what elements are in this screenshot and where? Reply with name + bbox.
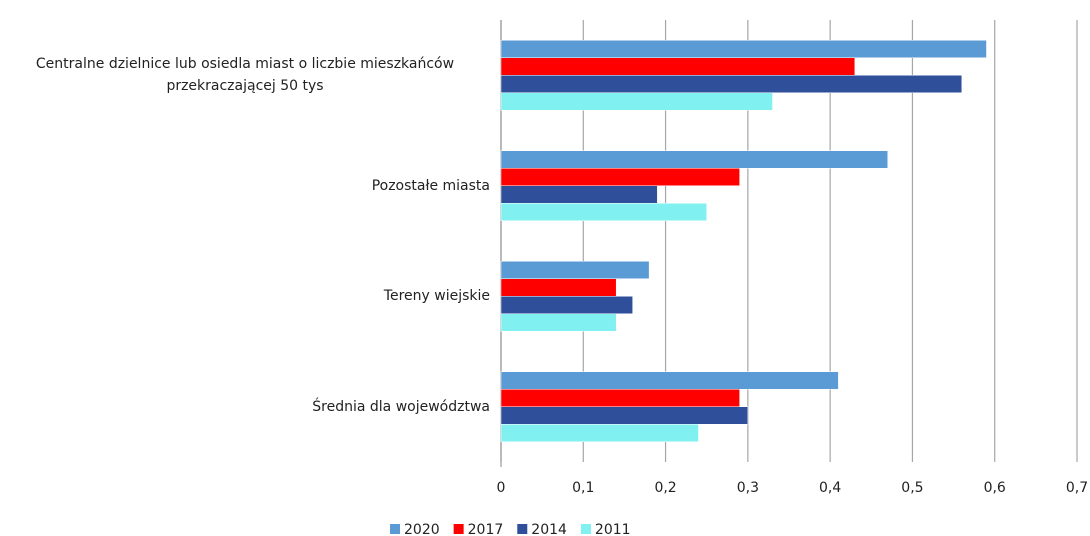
category-text: Pozostałe miasta (371, 177, 490, 194)
x-tick-label: 0,1 (572, 480, 594, 496)
bar (500, 168, 740, 186)
category-text: Centralne dzielnice lub osiedla miast o … (35, 56, 455, 95)
bar (500, 313, 617, 332)
bar (500, 389, 740, 407)
bar (500, 150, 888, 169)
legend-swatch (580, 524, 591, 534)
legend-label: 2014 (531, 522, 567, 536)
category-label: Tereny wiejskie (0, 285, 490, 307)
bar (500, 278, 617, 297)
bar (500, 371, 839, 390)
bar (500, 406, 749, 425)
x-tick-label: 0,5 (901, 480, 923, 496)
x-tick-label: 0,4 (819, 480, 841, 496)
bar (500, 40, 987, 58)
category-label: Średnia dla województwa (0, 396, 490, 418)
category-text: Tereny wiejskie (383, 288, 490, 305)
legend-label: 2017 (468, 522, 504, 536)
x-tick-label: 0 (497, 480, 506, 496)
category-text: Średnia dla województwa (312, 398, 490, 415)
legend-swatch (517, 524, 528, 534)
x-tick-label: 0,6 (984, 480, 1006, 496)
bar (500, 92, 773, 111)
x-tick-label: 0,3 (737, 480, 759, 496)
legend-swatch (390, 524, 400, 534)
bar (500, 203, 707, 221)
legend-label: 2020 (404, 522, 440, 536)
legend-swatch (453, 524, 464, 534)
x-tick-label: 0,7 (1066, 480, 1088, 496)
bar (500, 57, 856, 76)
bar (500, 185, 658, 204)
bar (500, 261, 650, 279)
x-tick-label: 0,2 (654, 480, 676, 496)
legend-label: 2011 (595, 522, 631, 536)
bar (500, 424, 699, 442)
category-label: Pozostałe miasta (0, 175, 490, 197)
category-label: Centralne dzielnice lub osiedla miast o … (0, 53, 490, 97)
bar (500, 75, 963, 93)
bar (500, 296, 633, 314)
